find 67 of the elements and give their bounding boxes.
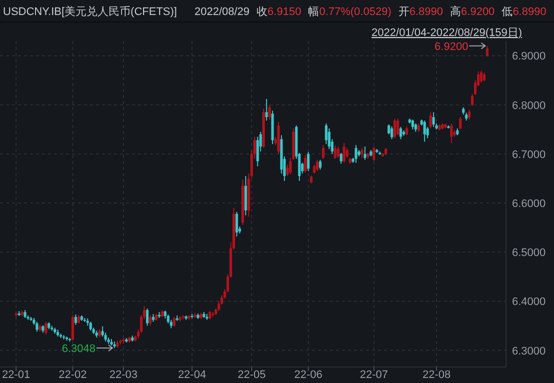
candlestick (172, 316, 176, 328)
candlestick (480, 70, 483, 84)
x-tick-label: 22-04 (178, 369, 206, 381)
candlestick (101, 326, 104, 338)
candlestick (235, 211, 238, 237)
text: 高6.9200 (450, 5, 495, 18)
candlestick (74, 314, 78, 326)
candlestick (334, 144, 336, 160)
candlestick (399, 126, 402, 140)
candlestick (256, 136, 259, 167)
x-tick-label: 22-03 (109, 369, 138, 381)
candlestick (364, 146, 366, 160)
candlestick (316, 159, 319, 172)
candlestick (36, 321, 38, 332)
y-tick-label: 6.7000 (512, 148, 546, 161)
candlestick (450, 122, 453, 144)
x-tick-label: 22-08 (422, 369, 451, 381)
candlestick (71, 314, 74, 341)
candlestick (322, 144, 325, 160)
text: 幅0.77%(0.0529) (308, 6, 392, 18)
candlestick (432, 112, 435, 128)
annotation: 6.9200 (434, 40, 468, 53)
text: 收6.9150 (256, 6, 302, 18)
y-tick-label: 6.8000 (512, 100, 546, 112)
candlestick (268, 104, 271, 120)
candlestick (388, 124, 390, 135)
candlestick (342, 142, 346, 164)
candlestick (471, 94, 474, 106)
text: 开6.8990 (398, 6, 444, 18)
y-tick-label: 6.6000 (512, 198, 546, 210)
candlestick (459, 116, 462, 130)
x-tick-label: 22-07 (360, 369, 388, 381)
text: 低6.8990 (502, 6, 546, 18)
x-tick-label: 22-05 (238, 369, 266, 381)
candlestick (346, 148, 348, 158)
annotation: 6.3048 (62, 342, 96, 355)
candlestick (393, 118, 396, 139)
candlestick (340, 152, 342, 164)
candlestick (423, 120, 426, 142)
candlestick (372, 146, 376, 162)
y-tick-label: 6.9000 (512, 50, 546, 63)
candlestick (354, 144, 358, 164)
x-tick-label: 22-06 (294, 369, 322, 381)
candlestick (265, 98, 268, 122)
candlestick (44, 321, 48, 336)
candlestick (468, 109, 471, 120)
candlestick (304, 154, 307, 174)
candlestick (390, 126, 394, 140)
chart-title: USDCNY.IB[美元兑人民币(CFETS)] (3, 5, 177, 18)
candlestick (336, 146, 340, 158)
y-tick-label: 6.5000 (512, 247, 546, 260)
candlestick (429, 112, 432, 129)
candlestick (328, 128, 330, 150)
x-tick-label: 22-01 (2, 369, 30, 381)
candlestick (360, 148, 364, 158)
y-tick-label: 6.3000 (512, 345, 546, 358)
candlestick (411, 119, 414, 130)
candlestick (307, 151, 310, 172)
candlestick (324, 122, 328, 145)
x-tick-label: 22-02 (58, 369, 87, 381)
y-tick-label: 6.4000 (512, 296, 546, 308)
candlestick (146, 308, 149, 326)
candlestick (148, 314, 152, 326)
candlestick (318, 159, 322, 170)
candlestick (396, 118, 400, 136)
chart-subtitle: 2022/01/04-2022/08/29(159日) (372, 27, 522, 39)
text: 2022/08/29 (194, 6, 250, 18)
